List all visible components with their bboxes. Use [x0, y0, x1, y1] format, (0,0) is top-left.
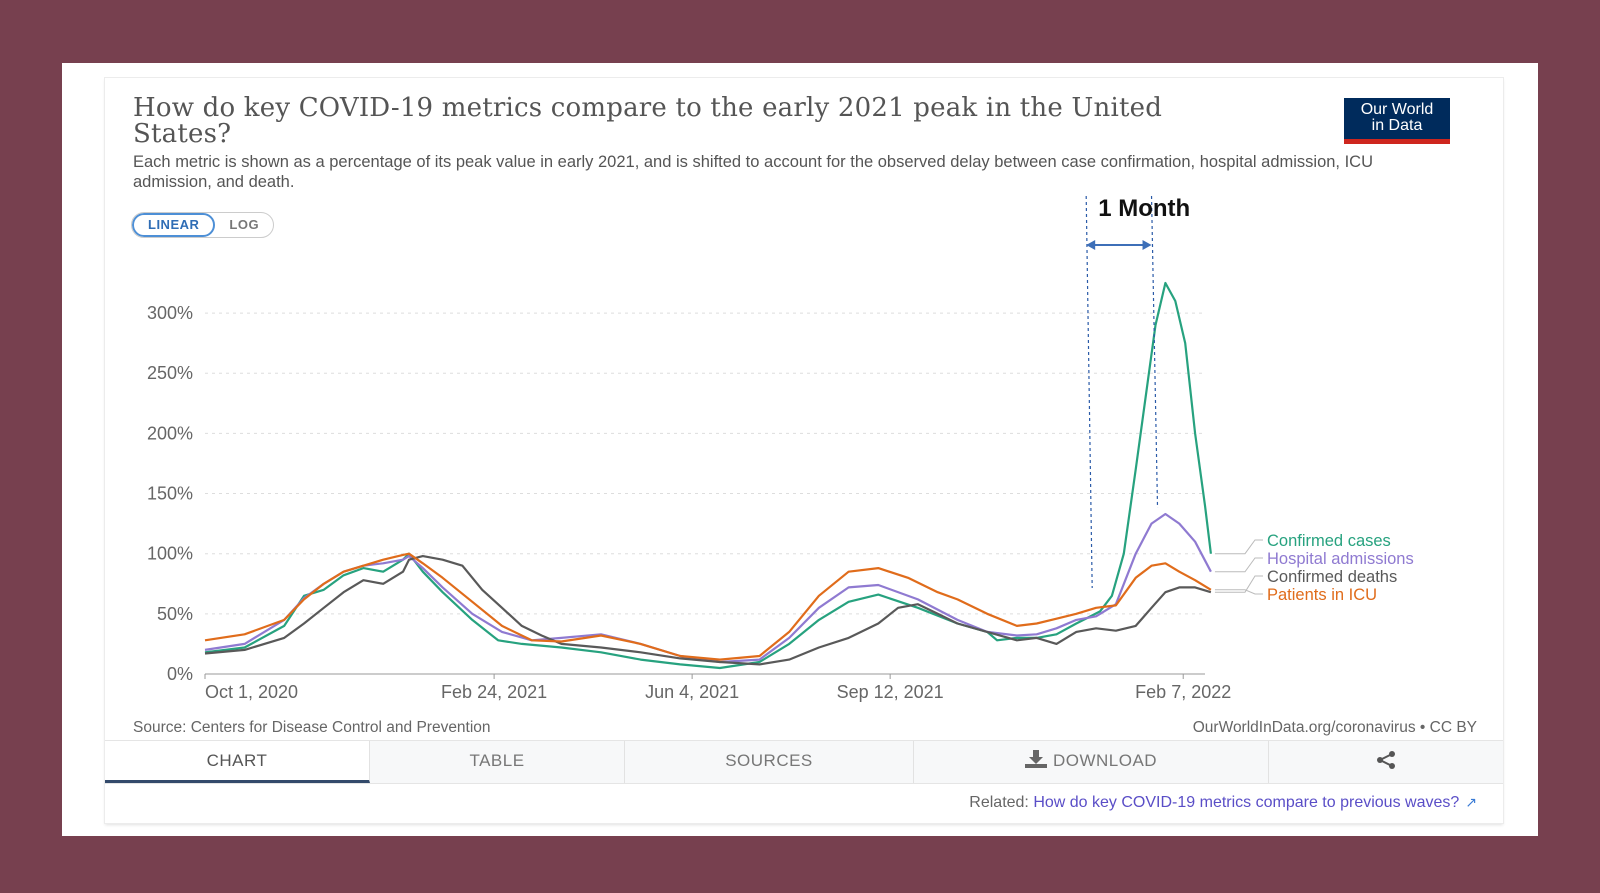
tab-table[interactable]: TABLE [370, 741, 625, 783]
annotation-arrowhead-right [1142, 240, 1152, 250]
y-tick-label: 150% [147, 484, 193, 504]
y-tick-label: 250% [147, 363, 193, 383]
x-tick-label: Feb 7, 2022 [1135, 682, 1231, 702]
legend-label: Confirmed cases [1267, 532, 1391, 550]
logo-line-2: in Data [1371, 117, 1423, 134]
owid-logo[interactable]: Our World in Data [1344, 98, 1450, 144]
tab-chart[interactable]: CHART [105, 741, 370, 783]
slide-frame: How do key COVID-19 metrics compare to t… [62, 63, 1538, 836]
annotation-label: 1 Month [1098, 195, 1190, 222]
log-scale-button[interactable]: LOG [229, 217, 260, 232]
legend-label: Hospital admissions [1267, 550, 1414, 568]
y-tick-label: 50% [157, 604, 193, 624]
download-icon [1024, 750, 1047, 768]
license-link[interactable]: OurWorldInData.org/coronavirus • CC BY [1192, 719, 1477, 736]
chart-card: How do key COVID-19 metrics compare to t… [105, 78, 1503, 823]
legend-connector [1214, 575, 1263, 593]
linear-scale-button[interactable]: LINEAR [132, 213, 216, 237]
series-line-confirmed-deaths [204, 555, 1212, 666]
y-tick-label: 100% [147, 544, 193, 564]
line-chart: 0% 50% 100% 150% 200% 250% 300% Oct 1, 2020 Feb … [147, 195, 1414, 702]
tab-download[interactable]: DOWNLOAD [914, 741, 1269, 783]
x-tick-label: Sep 12, 2021 [837, 682, 944, 702]
x-tick-label: Jun 4, 2021 [645, 682, 739, 702]
tab-sources[interactable]: SOURCES [625, 741, 914, 783]
legend-connector [1214, 557, 1263, 573]
annotation-guide-right [1150, 195, 1159, 509]
legend-label: Patients in ICU [1267, 586, 1377, 604]
x-tick-label: Oct 1, 2020 [205, 682, 298, 702]
y-tick-label: 0% [167, 664, 193, 684]
related-link-row: Related: How do key COVID-19 metrics com… [969, 794, 1477, 812]
legend-connector [1214, 539, 1263, 555]
annotation-guide-left [1085, 195, 1093, 589]
series-line-hospital-admissions [204, 512, 1212, 664]
external-link-icon[interactable]: ↗ [1465, 794, 1477, 810]
tab-bar: CHART TABLE SOURCES DOWNLOAD [105, 740, 1503, 784]
chart-title: How do key COVID-19 metrics compare to t… [133, 93, 1163, 149]
y-tick-label: 200% [147, 423, 193, 443]
source-note: Source: Centers for Disease Control and … [133, 719, 491, 736]
y-tick-label: 300% [147, 303, 193, 323]
chart-subtitle: Each metric is shown as a percentage of … [133, 153, 1374, 191]
related-article-link[interactable]: How do key COVID-19 metrics compare to p… [1033, 794, 1460, 811]
related-prefix: Related: [969, 794, 1034, 811]
series-line-patients-in-icu [204, 552, 1212, 661]
logo-line-1: Our World [1360, 101, 1434, 118]
share-icon [1377, 751, 1395, 769]
legend-connector [1214, 589, 1263, 595]
legend-label: Confirmed deaths [1267, 568, 1397, 586]
scale-toggle[interactable]: LINEAR LOG [131, 212, 275, 238]
x-tick-label: Feb 24, 2021 [441, 682, 547, 702]
series-line-confirmed-cases [204, 281, 1212, 670]
download-label: DOWNLOAD [1052, 751, 1158, 770]
tab-share[interactable] [1269, 741, 1503, 783]
annotation-arrowhead-left [1086, 240, 1096, 250]
